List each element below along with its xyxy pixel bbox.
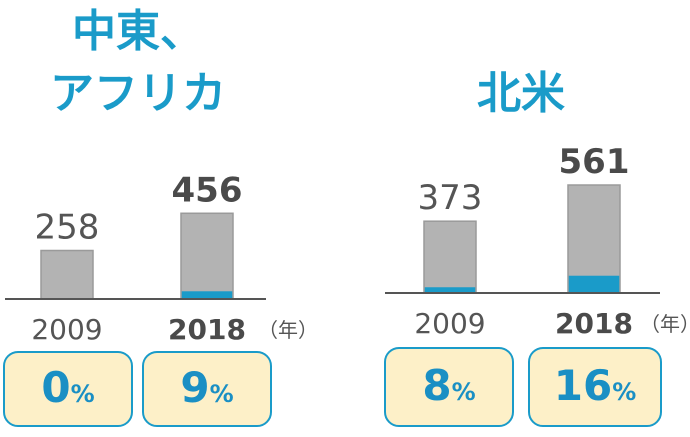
share-label: 0%: [41, 363, 94, 412]
year-unit-label: （年）: [640, 312, 690, 336]
bar-total: [567, 184, 621, 294]
share-label: 16%: [554, 361, 637, 410]
bar-total: [180, 212, 234, 300]
bar-total: [40, 249, 94, 300]
share-box: [3, 351, 133, 427]
share-box: [528, 347, 662, 427]
bar-value-label: 258: [35, 207, 100, 247]
percent-sign: %: [71, 380, 95, 408]
category-label: 2018: [168, 313, 246, 346]
share-value: 0: [41, 363, 70, 412]
bar-value-label: 456: [172, 170, 243, 210]
percent-sign: %: [612, 378, 636, 406]
panel-north-america: 北米 373 561 2009 2018 （年） 8% 16%: [384, 68, 690, 427]
category-label: 2009: [31, 313, 102, 346]
bar-total: [423, 220, 477, 294]
panel-title-line: 北米: [477, 68, 565, 119]
bar-share-segment: [568, 275, 620, 293]
category-label: 2018: [555, 307, 633, 340]
bar-share-segment: [181, 291, 233, 299]
panel-title-line: 中東、: [72, 6, 204, 57]
share-label: 8%: [422, 361, 475, 410]
category-label: 2009: [414, 307, 485, 340]
share-label: 9%: [180, 363, 233, 412]
panel-title-line: アフリカ: [50, 68, 226, 119]
panel-middle-east-africa: 中東、 アフリカ 258 456 2009 2018 （年） 0% 9%: [3, 6, 318, 427]
percent-sign: %: [210, 380, 234, 408]
share-box: [142, 351, 272, 427]
share-value: 9: [180, 363, 209, 412]
bar-share-segment: [424, 287, 476, 293]
share-value: 8: [422, 361, 451, 410]
share-box: [384, 347, 514, 427]
percent-sign: %: [452, 378, 476, 406]
share-value: 16: [554, 361, 612, 410]
bar-value-label: 373: [418, 178, 483, 218]
bar-value-label: 561: [559, 142, 630, 182]
year-unit-label: （年）: [258, 318, 318, 342]
